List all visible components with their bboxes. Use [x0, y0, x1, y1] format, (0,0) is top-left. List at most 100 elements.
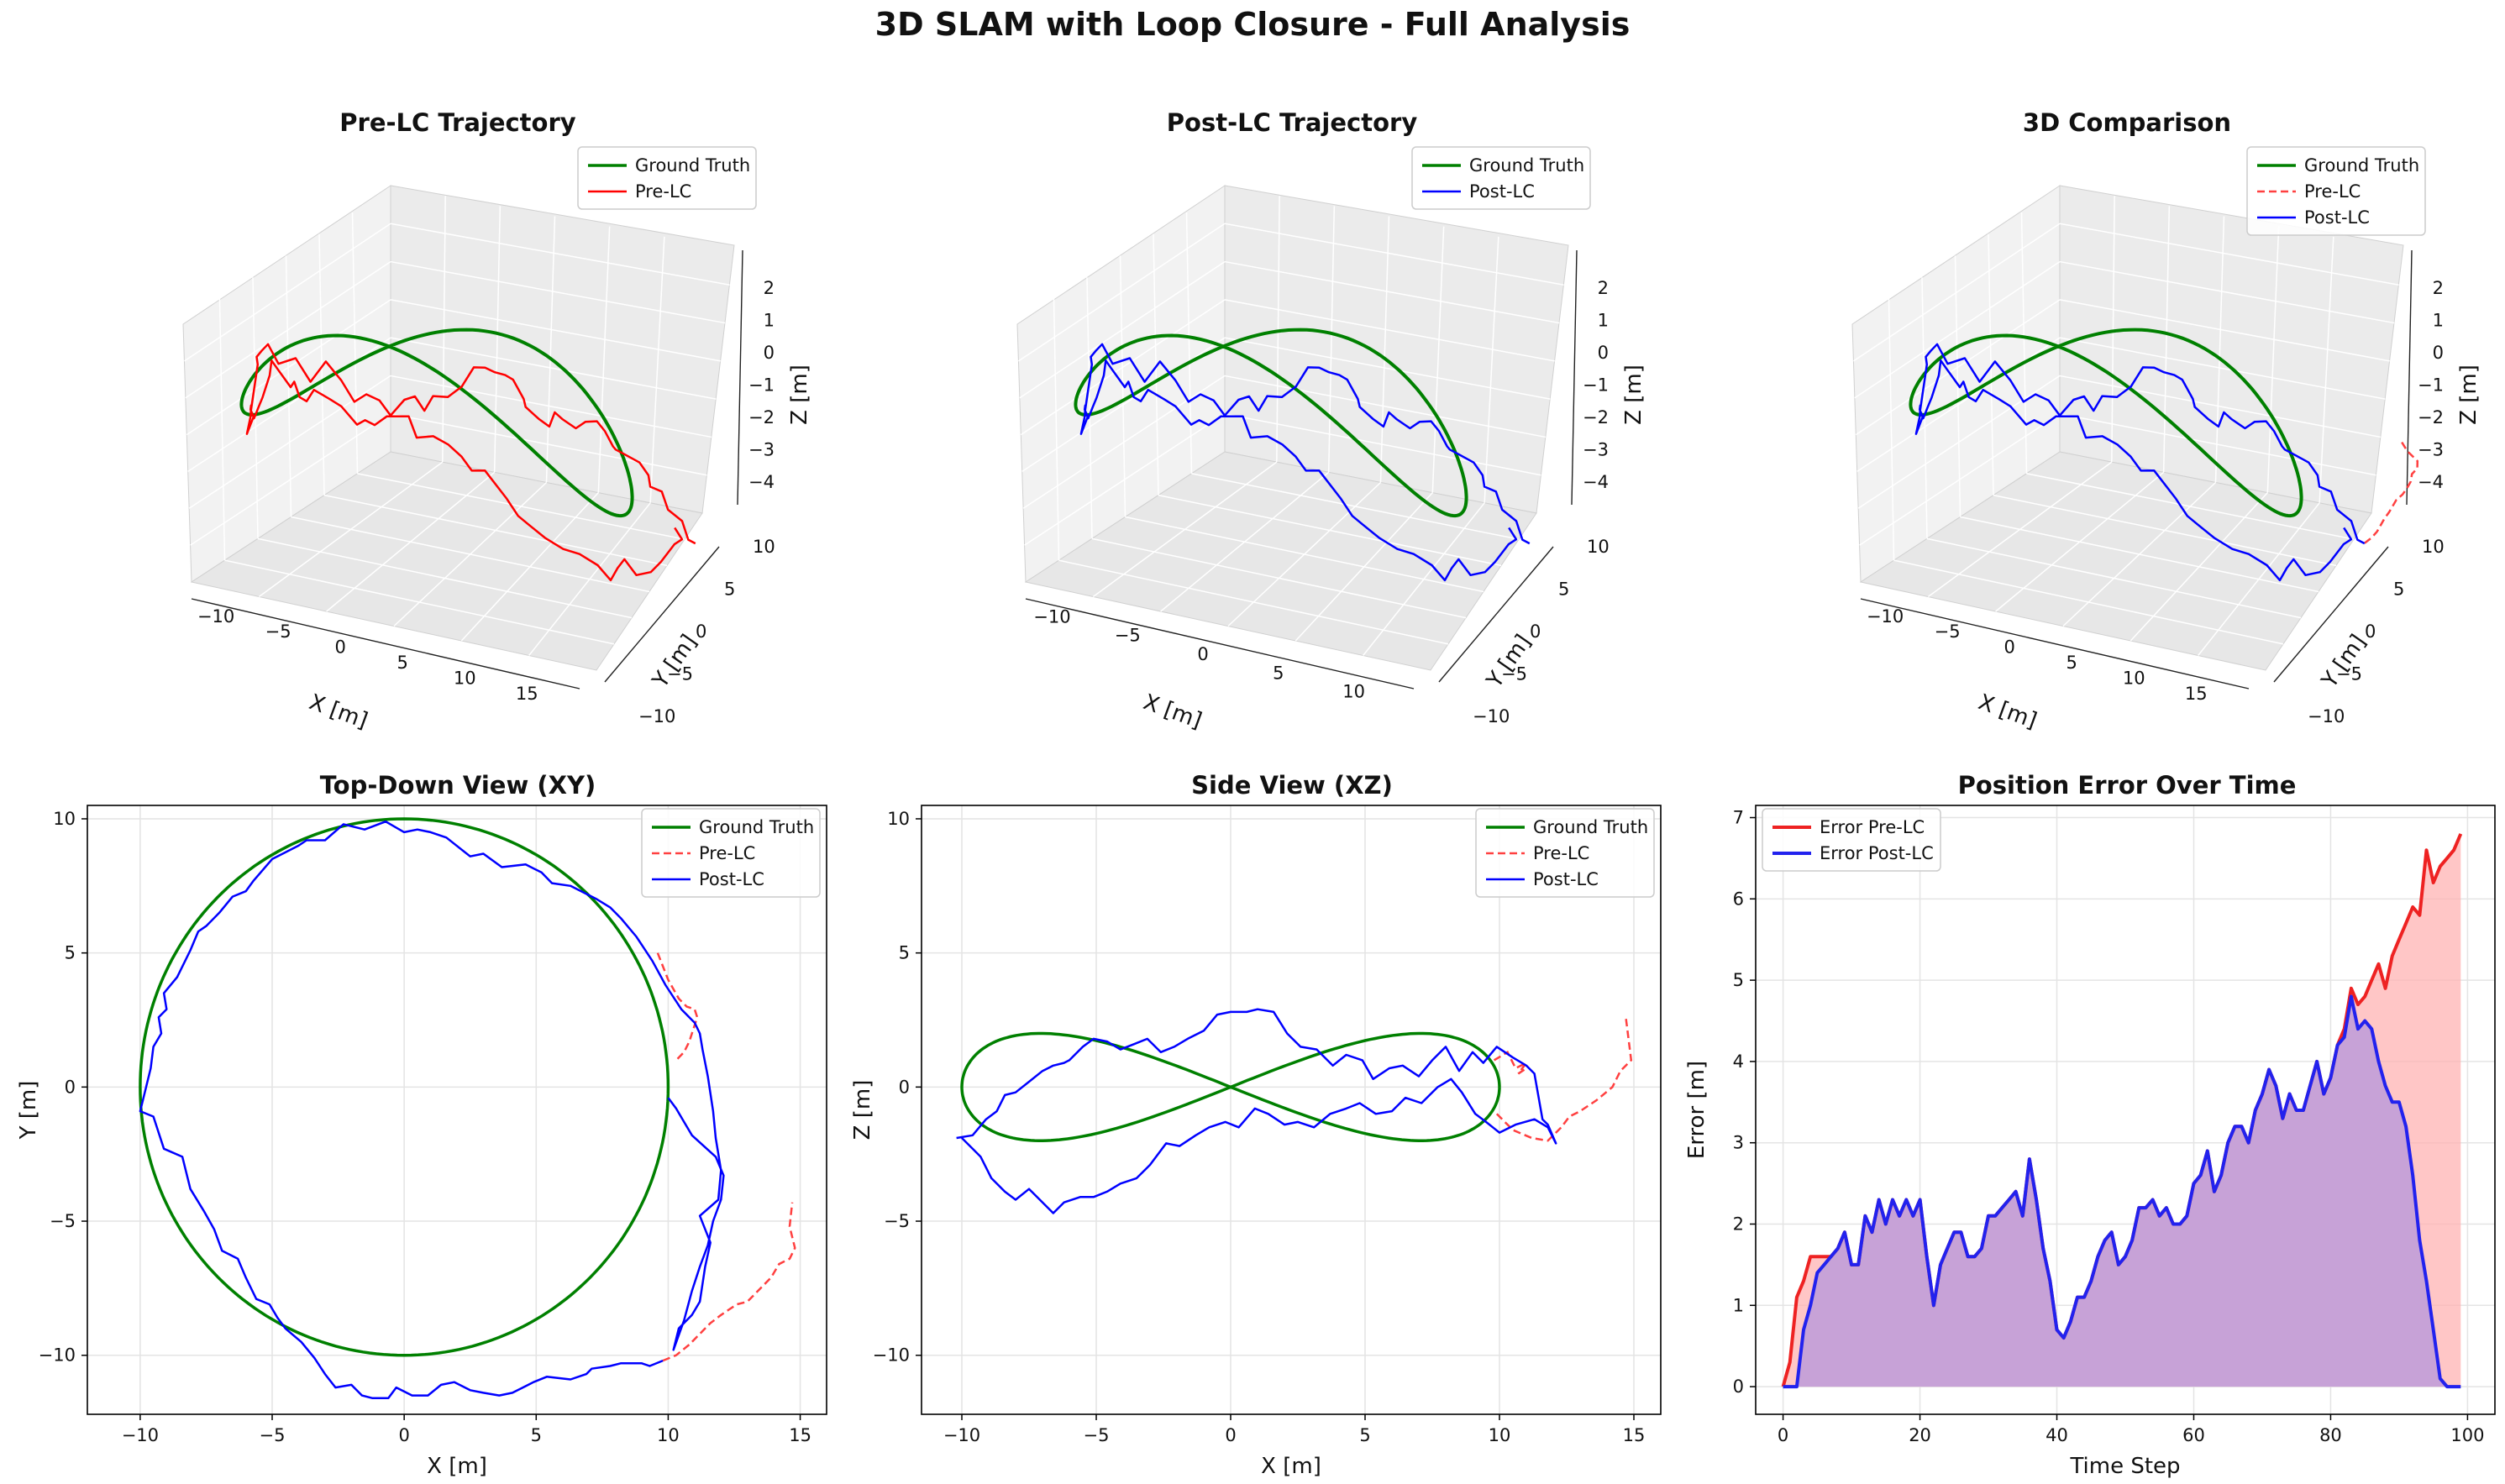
- grid-line: [218, 299, 226, 561]
- pre-lc-line: [1495, 1017, 1633, 1142]
- pre-lc-line: [245, 343, 696, 582]
- legend-box: [577, 146, 757, 210]
- z-tick-label: −2: [1583, 407, 1609, 427]
- x-tick-label: 100: [2450, 1425, 2484, 1445]
- x-tick-label: 0: [1778, 1425, 1788, 1445]
- grid-line: [351, 212, 359, 474]
- panel-title: Position Error Over Time: [1958, 771, 2297, 800]
- z-tick-label: 2: [1598, 278, 1609, 298]
- z-tick-label: 2: [2433, 278, 2444, 298]
- x-tick-label: 0: [1197, 644, 1208, 664]
- panel-side-xz: Side View (XZ) −10 −5 0 5 10 15 −10 −5 0 5 10 X [m]…: [850, 771, 1662, 1479]
- panel-comparison-3d: 3D Comparison −10−5051015−10−50510210−1−…: [1851, 108, 2481, 734]
- legend-label: Post-LC: [1533, 869, 1599, 889]
- z-tick-label: −2: [2418, 407, 2444, 427]
- y-tick-label: 5: [1733, 970, 1744, 990]
- y-tick-label: 5: [724, 579, 735, 600]
- pre-lc-line: [2364, 441, 2419, 544]
- y-axis-line: [1438, 546, 1554, 683]
- grid-line: [2059, 375, 2381, 438]
- grid-line: [1224, 337, 1551, 400]
- axes-frame: [921, 805, 1662, 1415]
- panel-title: Side View (XZ): [1191, 771, 1393, 800]
- z-tick-label: 0: [764, 343, 775, 363]
- z-tick-label: −2: [748, 407, 775, 427]
- legend-label: Ground Truth: [699, 817, 814, 837]
- y-tick-label: 5: [899, 943, 910, 963]
- y-tick-label: 2: [1733, 1214, 1744, 1234]
- grid-line: [2111, 196, 2115, 463]
- y-tick-label: 10: [1587, 537, 1610, 557]
- axes-frame: [87, 805, 827, 1415]
- grid-line: [252, 277, 259, 539]
- legend-label: Post-LC: [2304, 207, 2370, 228]
- x-tick-label: 40: [2045, 1425, 2068, 1445]
- x-tick-label: 5: [1273, 663, 1284, 683]
- grid-line: [1853, 223, 2061, 362]
- y-tick-label: 0: [1530, 621, 1541, 642]
- y-tick-label: 10: [53, 809, 76, 829]
- x-axis-label: X [m]: [1975, 690, 2040, 734]
- grid-line: [1018, 223, 1226, 362]
- y-tick-label: −5: [884, 1211, 910, 1231]
- y-axis-line: [2273, 546, 2389, 683]
- x-tick-label: 15: [1623, 1425, 1646, 1445]
- y-axis-label: Y [m]: [16, 1081, 41, 1141]
- y-tick-label: 0: [65, 1077, 76, 1097]
- x-tick-label: 20: [1909, 1425, 1931, 1445]
- x-tick-label: 0: [1225, 1425, 1236, 1445]
- grid-line: [1191, 473, 1520, 540]
- x-axis-line: [191, 598, 580, 690]
- grid-line: [493, 206, 502, 473]
- grid-line: [2214, 216, 2225, 483]
- panel-title: 3D Comparison: [2023, 108, 2231, 137]
- x-axis-label: X [m]: [1261, 1454, 1321, 1479]
- z-tick-label: −3: [2418, 440, 2444, 460]
- axes-frame: [1755, 805, 2496, 1415]
- legend-box: [1475, 808, 1655, 898]
- figure-title: 3D SLAM with Loop Closure - Full Analysi…: [875, 6, 1631, 43]
- x-tick-label: −5: [260, 1425, 286, 1445]
- error-post-lc-line: [1783, 994, 2461, 1389]
- grid-line: [2059, 260, 2395, 324]
- grid-line: [1224, 223, 1564, 286]
- z-tick-label: −4: [1583, 472, 1609, 492]
- grid-line: [442, 196, 446, 463]
- legend-box: [641, 808, 821, 898]
- x-axis-label: X [m]: [427, 1454, 487, 1479]
- post-lc-line: [139, 820, 725, 1400]
- x-tick-label: −5: [265, 621, 291, 642]
- grid-line: [1921, 277, 1928, 539]
- grid-line: [2020, 212, 2028, 474]
- grid-line: [1224, 299, 1555, 362]
- grid-line: [2059, 337, 2386, 400]
- y-tick-label: −10: [873, 1345, 910, 1366]
- y-tick-label: 1: [1733, 1295, 1744, 1315]
- z-tick-label: 1: [764, 311, 775, 331]
- grid-line: [1379, 216, 1390, 483]
- grid-line: [1484, 236, 1499, 503]
- grid-line: [1431, 226, 1445, 493]
- grid-line: [318, 233, 325, 496]
- legend-box: [1762, 808, 1941, 872]
- grid-line: [1053, 299, 1060, 561]
- x-tick-label: −10: [122, 1425, 159, 1445]
- grid-line: [649, 236, 665, 503]
- x-tick-label: 0: [2003, 637, 2014, 658]
- y-tick-label: 3: [1733, 1133, 1744, 1153]
- z-tick-label: −4: [748, 472, 775, 492]
- grid-line: [1185, 212, 1193, 474]
- grid-line: [2059, 299, 2390, 362]
- x-tick-label: 5: [1359, 1425, 1370, 1445]
- x-tick-label: 5: [2066, 653, 2077, 673]
- y-tick-label: 5: [2393, 579, 2404, 600]
- grid-line: [1276, 196, 1280, 463]
- y-tick-label: −10: [638, 706, 675, 726]
- y-tick-label: −5: [2336, 664, 2362, 684]
- ground-truth-line: [1909, 328, 2303, 518]
- grid-line: [357, 473, 685, 540]
- legend-label: Pre-LC: [1533, 843, 1589, 863]
- x-tick-label: 5: [397, 653, 408, 673]
- grid-line: [184, 223, 391, 362]
- y-tick-label: 0: [1733, 1377, 1744, 1397]
